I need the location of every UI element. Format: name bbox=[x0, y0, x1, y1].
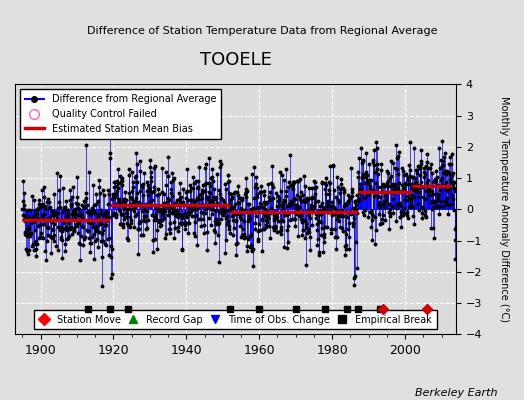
Title: TOOELE: TOOELE bbox=[200, 51, 271, 69]
Legend: Station Move, Record Gap, Time of Obs. Change, Empirical Break: Station Move, Record Gap, Time of Obs. C… bbox=[35, 310, 436, 330]
Text: Difference of Station Temperature Data from Regional Average: Difference of Station Temperature Data f… bbox=[87, 26, 437, 36]
Text: Berkeley Earth: Berkeley Earth bbox=[416, 388, 498, 398]
Y-axis label: Monthly Temperature Anomaly Difference (°C): Monthly Temperature Anomaly Difference (… bbox=[499, 96, 509, 322]
